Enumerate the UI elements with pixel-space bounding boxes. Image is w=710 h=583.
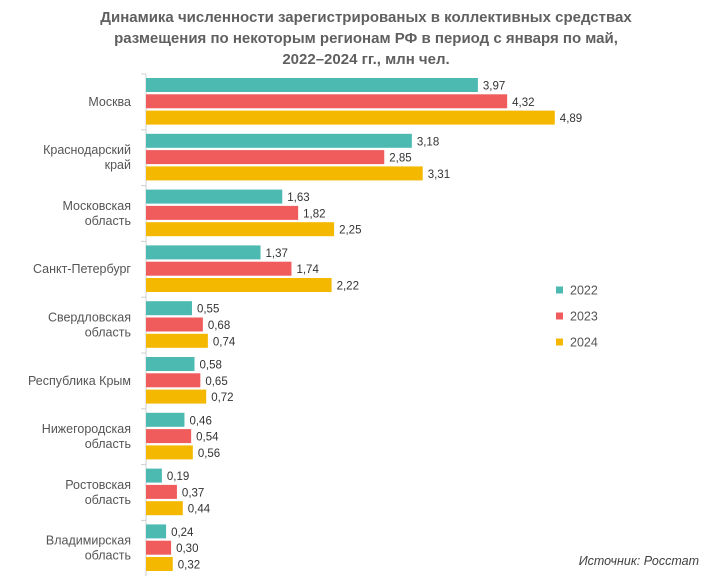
category-label: область	[85, 326, 131, 340]
category-label: Свердловская	[48, 311, 131, 325]
data-label: 1,63	[287, 192, 309, 204]
category-label: область	[85, 214, 131, 228]
bar-2023	[146, 150, 385, 165]
data-label: 0,44	[188, 504, 211, 516]
bar-2022	[146, 524, 167, 539]
bar-2024	[146, 389, 207, 404]
data-label: 0,72	[211, 392, 233, 404]
category-label: край	[105, 158, 131, 172]
bar-2023	[146, 317, 203, 332]
data-label: 3,31	[428, 169, 450, 181]
category-label: Нижегородская	[42, 422, 131, 436]
bar-2022	[146, 189, 283, 204]
chart-title: Динамика численности зарегистрированых в…	[100, 9, 632, 68]
bar-2023	[146, 540, 172, 555]
data-label: 1,82	[303, 208, 325, 220]
category-label: область	[85, 437, 131, 451]
data-label: 0,54	[196, 432, 219, 444]
bar-2024	[146, 333, 208, 348]
data-label: 0,68	[208, 320, 230, 332]
data-label: 4,32	[512, 97, 534, 109]
chart-title-line-3: 2022–2024 гг., млн чел.	[282, 51, 449, 68]
bar-2024	[146, 110, 555, 125]
legend: 2022 2023 2024	[556, 284, 598, 350]
category-label: Республика Крым	[28, 374, 131, 388]
legend-swatch-2024	[556, 338, 563, 346]
data-label: 0,37	[182, 487, 204, 499]
bar-2023	[146, 261, 292, 276]
bar-2022	[146, 357, 195, 371]
bar-2022	[146, 301, 192, 316]
legend-swatch-2022	[556, 286, 563, 294]
data-label: 0,65	[205, 376, 227, 388]
category-label: Санкт-Петербург	[33, 262, 131, 276]
bar-2024	[146, 501, 183, 516]
legend-swatch-2023	[556, 312, 563, 320]
data-label: 0,30	[176, 543, 198, 555]
bar-2023	[146, 94, 508, 109]
data-label: 0,55	[197, 304, 219, 316]
data-label: 2,25	[339, 225, 361, 237]
bar-2022	[146, 78, 478, 92]
bar-2023	[146, 484, 177, 499]
data-label: 4,89	[560, 113, 582, 125]
chart-title-line-1: Динамика численности зарегистрированых в…	[100, 9, 632, 26]
bar-2023	[146, 205, 299, 220]
bar-2022	[146, 245, 261, 260]
bar-2024	[146, 166, 423, 181]
bar-2022	[146, 133, 412, 148]
data-label: 3,97	[483, 81, 505, 93]
bar-2022	[146, 468, 162, 483]
data-label: 0,74	[213, 336, 236, 348]
category-label: Москва	[88, 95, 131, 109]
data-label: 0,46	[189, 415, 211, 427]
bar-2024	[146, 557, 173, 571]
chart-title-line-2: размещения по некоторым регионам РФ в пе…	[114, 30, 618, 47]
data-label: 0,24	[171, 527, 194, 539]
legend-label-2024: 2024	[570, 336, 598, 350]
data-label: 0,19	[167, 471, 189, 483]
data-label: 2,22	[337, 281, 359, 293]
data-label: 3,18	[417, 136, 439, 148]
bar-2024	[146, 222, 335, 237]
data-label: 1,37	[266, 248, 288, 260]
category-label: Московская	[62, 199, 131, 213]
category-label: Краснодарский	[43, 143, 131, 157]
data-label: 0,56	[198, 448, 220, 460]
data-label: 0,32	[178, 560, 200, 572]
bar-2024	[146, 278, 332, 292]
category-label: область	[85, 549, 131, 563]
data-label: 2,85	[389, 153, 411, 165]
legend-label-2023: 2023	[570, 310, 598, 324]
bar-2024	[146, 445, 193, 460]
category-label: Владимирская	[46, 534, 131, 548]
category-label: Ростовская	[65, 478, 131, 492]
bar-2022	[146, 412, 185, 427]
data-label: 1,74	[296, 264, 319, 276]
source-note: Источник: Росстат	[579, 554, 699, 568]
bar-2023	[146, 429, 192, 444]
data-label: 0,58	[199, 360, 221, 372]
legend-label-2022: 2022	[570, 284, 598, 298]
bar-2023	[146, 373, 201, 388]
category-label: область	[85, 493, 131, 507]
